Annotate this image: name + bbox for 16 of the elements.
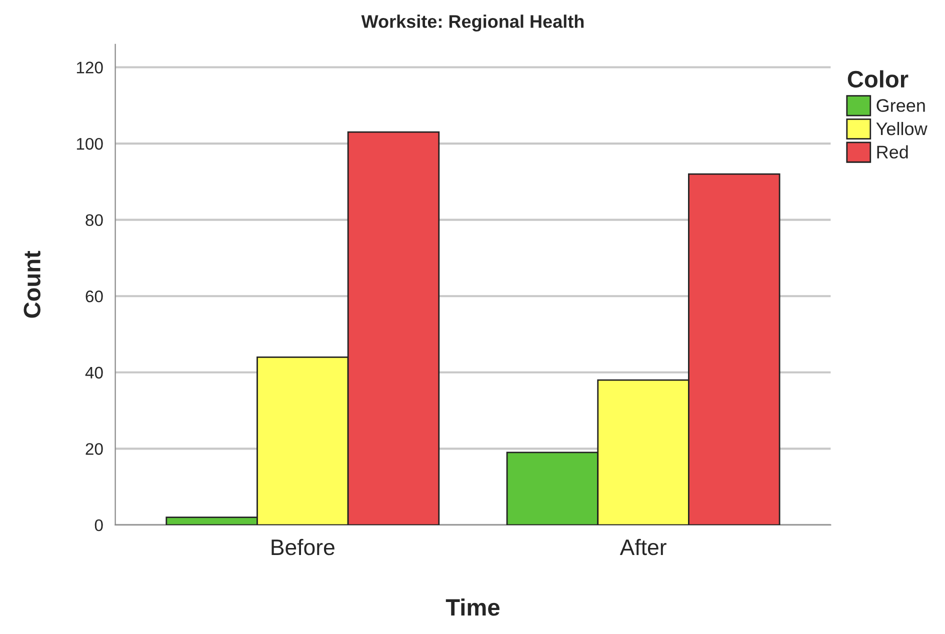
y-tick-label: 80: [86, 214, 103, 226]
y-tick-label: 60: [86, 290, 103, 302]
legend-label: Green: [876, 99, 925, 112]
y-tick-label: 120: [76, 62, 103, 74]
y-tick-label: 40: [85, 366, 103, 379]
x-axis-title: Time: [446, 598, 500, 616]
chart-title: Worksite: Regional Health: [361, 14, 584, 32]
y-tick-label: 20: [86, 443, 103, 455]
y-tick-label: 100: [76, 138, 103, 150]
y-tick-label: 0: [94, 519, 103, 532]
x-tick-label: Before: [272, 538, 334, 556]
x-tick-label: After: [620, 538, 666, 556]
legend-title: Color: [848, 70, 908, 88]
legend-label: Yellow: [876, 122, 928, 136]
y-axis-title: Count: [24, 250, 40, 318]
legend-label: Red: [877, 145, 908, 159]
